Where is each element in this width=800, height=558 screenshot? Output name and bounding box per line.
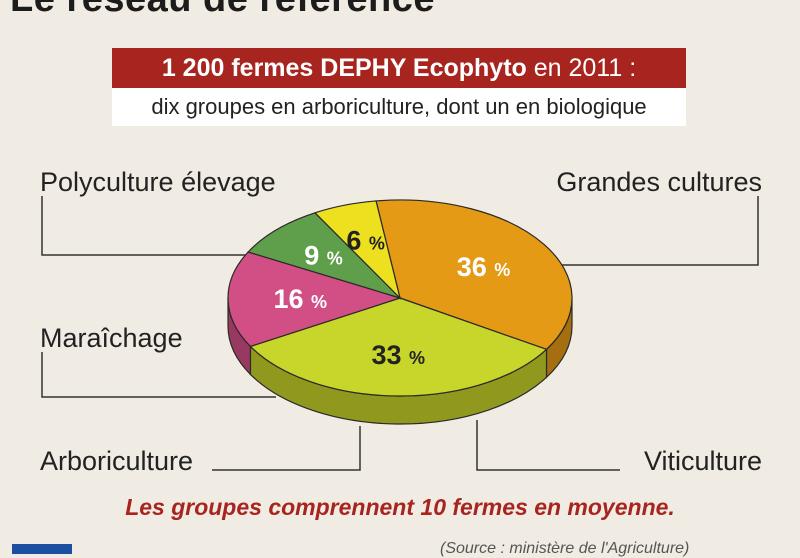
pie-slice-viticulture <box>227 251 403 348</box>
footer-note: Les groupes comprennent 10 fermes en moy… <box>125 494 675 520</box>
pie-slice-maraichage <box>313 200 402 300</box>
pie-value-label-viticulture: 16 % <box>273 284 327 314</box>
pie-top-faces <box>227 199 573 397</box>
leader-line-grandes-cultures <box>562 196 759 266</box>
category-label-grandes-cultures: Grandes cultures <box>556 167 762 197</box>
category-label-arboriculture: Arboriculture <box>40 446 193 476</box>
publisher-logo <box>12 544 72 554</box>
pie-value-label-maraichage: 6 % <box>346 225 385 255</box>
leader-line-maraichage <box>41 352 276 398</box>
pie-side-walls <box>227 297 573 425</box>
headline-banner: 1 200 fermes DEPHY Ecophyto en 2011 : <box>112 48 686 88</box>
pie-value-label-arboriculture: 9 % <box>304 241 343 271</box>
pie-slice-polyculture-elevage <box>375 199 573 351</box>
source-note: (Source : ministère de l'Agriculture) <box>440 540 690 557</box>
pie-value-label-polyculture-elevage: 36 % <box>457 252 511 282</box>
category-label-viticulture: Viticulture <box>644 446 762 476</box>
banner-rest-text: en 2011 : <box>526 54 637 82</box>
page-title: Le réseau de référence <box>10 0 435 21</box>
pie-slice-arboriculture <box>247 212 401 299</box>
category-label-maraichage: Maraîchage <box>40 323 183 353</box>
category-label-polyculture-elevage: Polyculture élevage <box>40 167 276 197</box>
leader-line-polyculture-elevage <box>41 196 246 256</box>
leader-line-viticulture <box>476 420 620 471</box>
leader-line-arboriculture <box>212 426 361 471</box>
headline-subtitle: dix groupes en arboriculture, dont un en… <box>112 88 686 126</box>
banner-bold-text: 1 200 fermes DEPHY Ecophyto <box>161 54 527 82</box>
pie-value-label-grandes-cultures: 33 % <box>371 340 425 370</box>
